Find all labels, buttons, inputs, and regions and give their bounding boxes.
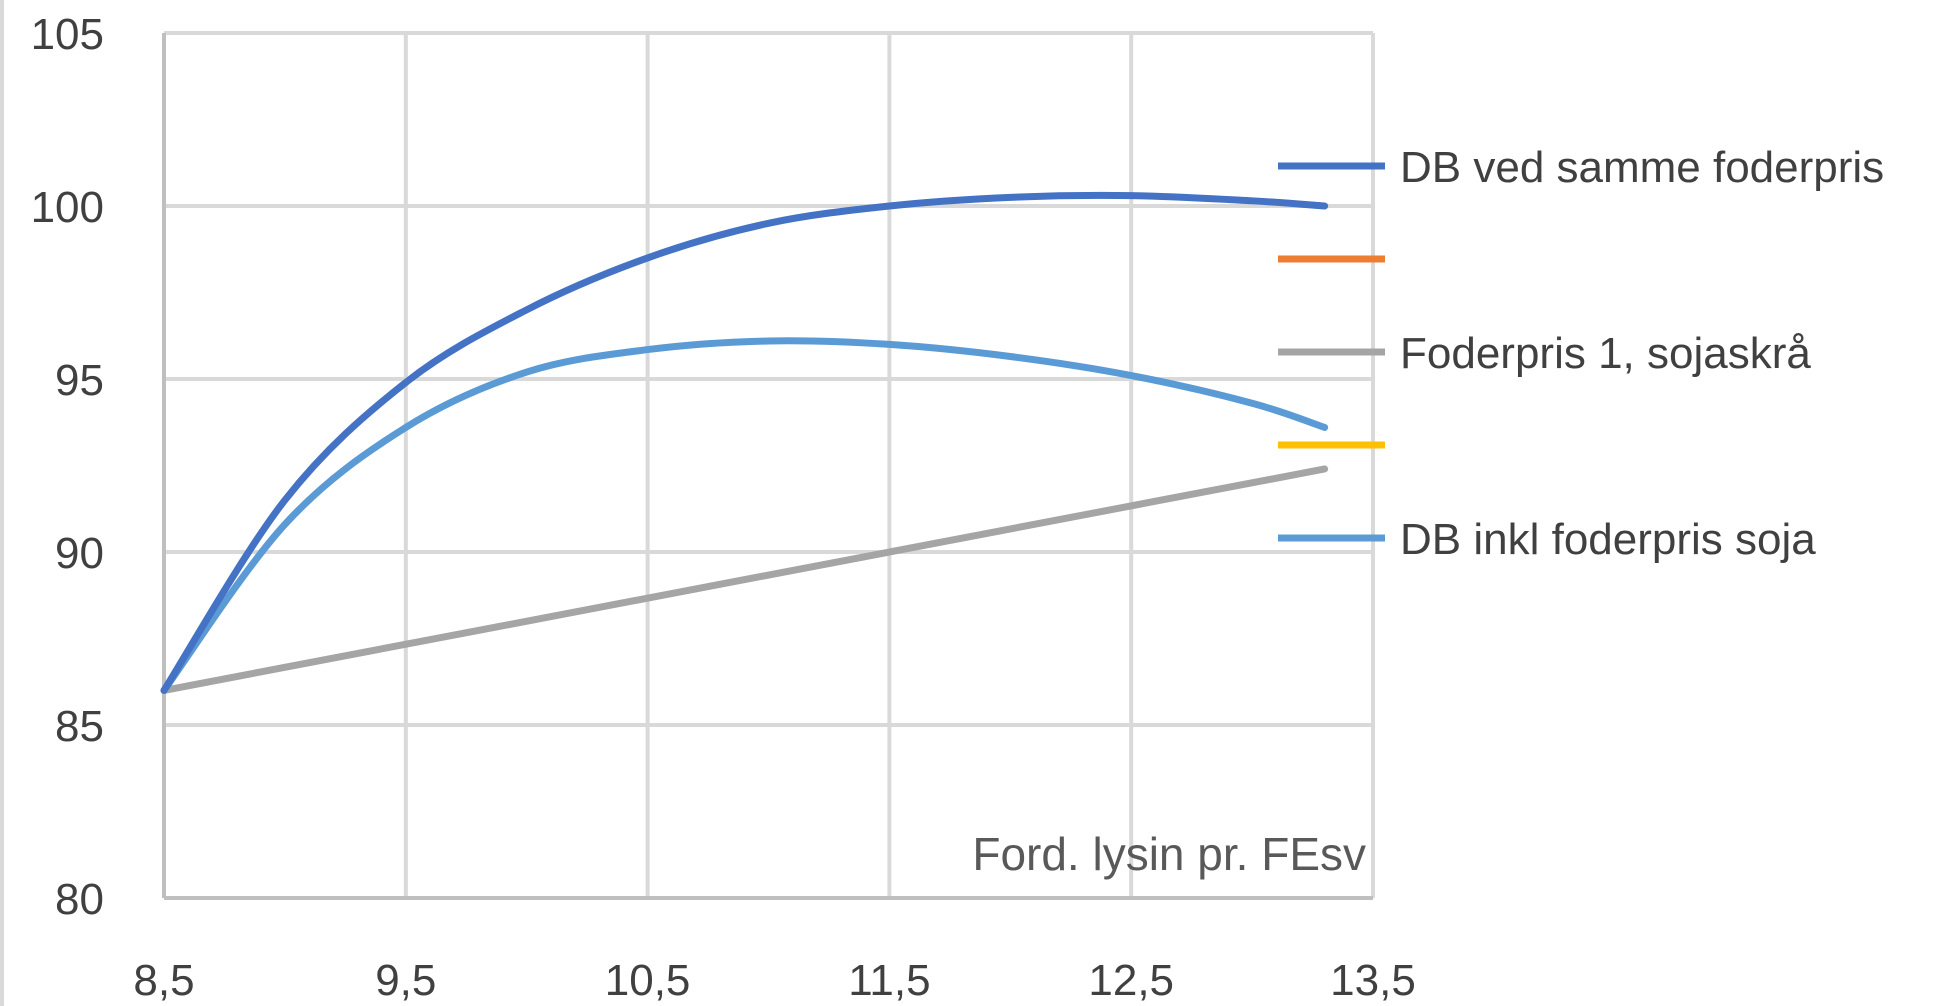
legend-label: DB ved samme foderpris [1400, 143, 1884, 192]
y-tick-label: 95 [55, 356, 104, 405]
series-line-0 [160, 191, 1329, 694]
series-line-2 [160, 465, 1329, 694]
x-tick-label: 12,5 [1088, 956, 1174, 1005]
axis-annotation: Ford. lysin pr. FEsv [972, 828, 1366, 880]
x-tick-label: 13,5 [1330, 956, 1416, 1005]
grid [164, 31, 1375, 898]
axes: 80 85 90 95 100 105 8,5 9,5 10,5 11,5 12,5 13,5 [0, 0, 1416, 1006]
legend-label: DB inkl foderpris soja [1400, 515, 1816, 564]
y-tick-label: 90 [55, 529, 104, 578]
x-tick-label: 11,5 [848, 956, 930, 1005]
x-tick-label: 9,5 [375, 956, 436, 1005]
legend-label: Foderpris 1, sojaskrå [1400, 329, 1811, 378]
series-line-4 [160, 337, 1329, 694]
y-tick-label: 80 [55, 875, 104, 924]
y-tick-label: 85 [55, 702, 104, 751]
legend: DB ved samme foderpris Foderpris 1, sojas… [1278, 143, 1884, 564]
y-tick-label: 105 [31, 10, 104, 59]
x-tick-label: 8,5 [133, 956, 194, 1005]
x-tick-label: 10,5 [605, 956, 691, 1005]
series-lines [160, 191, 1329, 694]
y-tick-label: 100 [31, 183, 104, 232]
